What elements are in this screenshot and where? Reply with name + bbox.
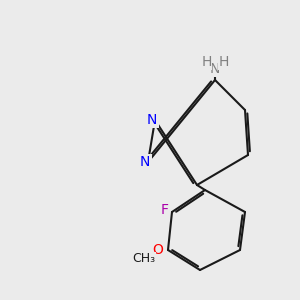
- Text: F: F: [160, 203, 169, 218]
- Text: H: H: [201, 55, 212, 69]
- Text: N: N: [140, 155, 150, 169]
- Text: H: H: [218, 55, 229, 69]
- Text: N: N: [147, 113, 157, 127]
- Text: CH₃: CH₃: [132, 253, 156, 266]
- Text: O: O: [152, 243, 163, 257]
- Text: N: N: [210, 61, 220, 76]
